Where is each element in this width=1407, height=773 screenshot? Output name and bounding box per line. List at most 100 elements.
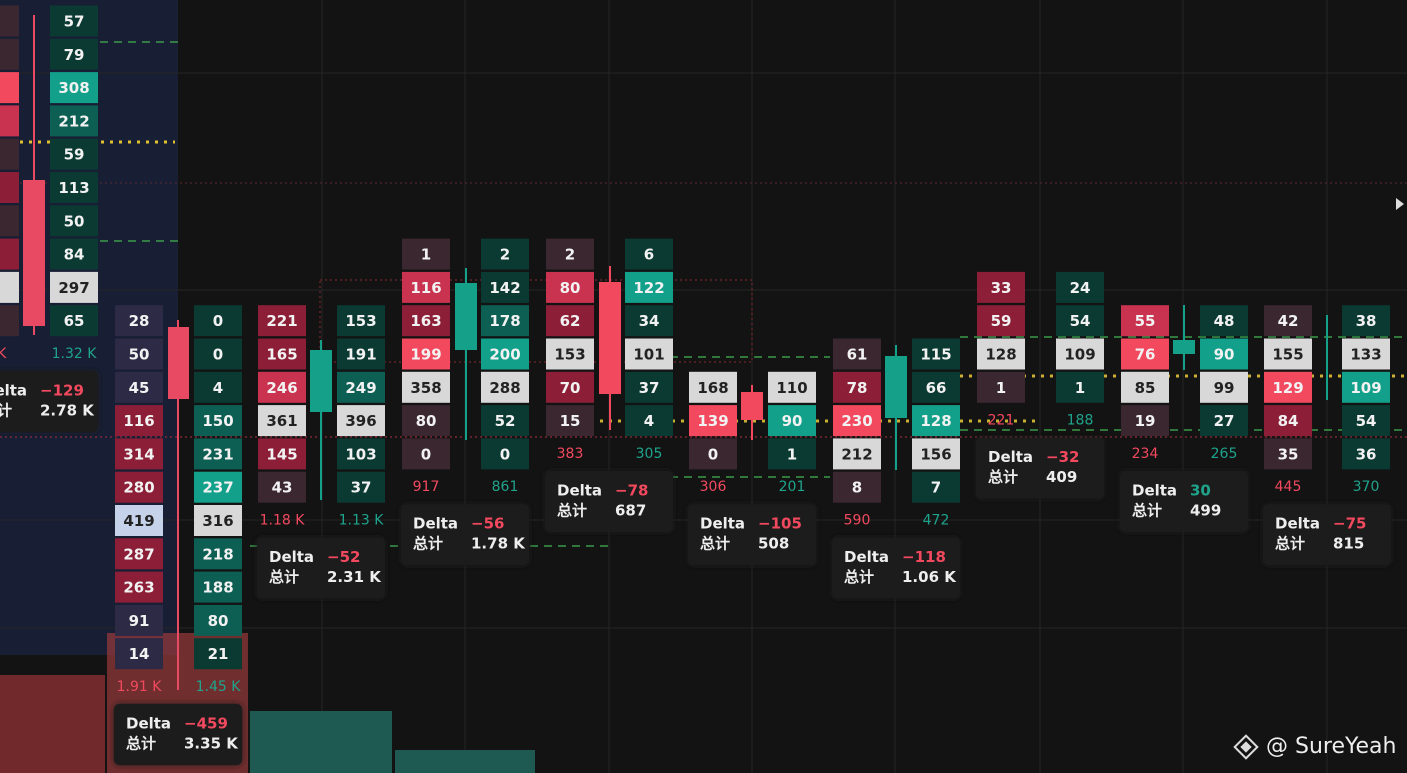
bid-volume: 199	[410, 346, 441, 364]
delta-box	[114, 704, 242, 765]
delta-value: −52	[327, 548, 360, 566]
ask-cell	[625, 405, 673, 437]
total-value: 508	[758, 535, 789, 553]
bid-total: 1.18 K	[260, 513, 306, 529]
bid-cell	[0, 105, 19, 137]
bid-cell	[977, 371, 1025, 403]
bid-volume: 168	[697, 379, 728, 397]
bid-cell	[546, 305, 594, 337]
ask-cell	[194, 604, 242, 636]
total-label: 总计	[844, 568, 874, 586]
delta-label: Delta	[844, 548, 889, 566]
ask-volume: 99	[1214, 379, 1235, 397]
delta-value: 30	[1190, 481, 1211, 499]
bid-cell	[0, 5, 19, 37]
total-value: 1.78 K	[471, 535, 526, 553]
bid-cell	[689, 438, 737, 470]
bid-cell	[0, 271, 19, 303]
ask-cell	[194, 571, 242, 603]
ask-volume: 101	[633, 346, 664, 364]
ask-volume: 7	[931, 479, 941, 497]
ask-volume: 84	[64, 246, 85, 264]
ask-volume: 52	[495, 412, 516, 430]
bid-cell	[115, 405, 163, 437]
bid-volume: 91	[129, 612, 150, 630]
ask-cell	[1342, 338, 1390, 370]
watermark: @ SureYeah	[1233, 734, 1396, 760]
bid-cell	[0, 72, 19, 104]
ask-cell	[1200, 371, 1248, 403]
delta-box	[545, 470, 673, 532]
bid-cell	[1264, 438, 1312, 470]
ask-volume: 0	[213, 346, 223, 364]
delta-label: Delta	[700, 515, 745, 533]
ask-cell	[1342, 405, 1390, 437]
ask-volume: 115	[920, 346, 951, 364]
bid-cell	[402, 338, 450, 370]
ask-total: 1.13 K	[339, 513, 385, 529]
ask-cell	[1056, 271, 1104, 303]
ask-volume: 396	[345, 412, 376, 430]
ask-volume: 37	[351, 479, 372, 497]
ask-cell	[50, 5, 98, 37]
candles	[23, 15, 1404, 690]
bid-volume: 45	[129, 379, 150, 397]
bid-volume: 139	[697, 412, 728, 430]
ask-cell	[50, 138, 98, 170]
ask-cell	[1200, 338, 1248, 370]
bid-volume: 15	[560, 412, 581, 430]
bid-volume: 42	[1278, 312, 1299, 330]
ask-volume: 109	[1350, 379, 1381, 397]
bid-cell	[833, 371, 881, 403]
ask-volume: 249	[345, 379, 376, 397]
ask-cell	[912, 471, 960, 503]
delta-box	[1263, 504, 1391, 566]
ask-cell	[625, 371, 673, 403]
bid-cell	[546, 371, 594, 403]
ask-volume: 218	[202, 545, 233, 563]
ask-cell	[625, 338, 673, 370]
delta-box	[1120, 470, 1248, 532]
ask-cell	[481, 371, 529, 403]
ask-volume: 178	[489, 312, 520, 330]
ask-volume: 0	[213, 312, 223, 330]
bid-volume: 128	[985, 346, 1016, 364]
ask-volume: 48	[1214, 312, 1235, 330]
bid-volume: 62	[560, 312, 581, 330]
bid-cell	[115, 538, 163, 570]
bid-cell	[0, 305, 19, 337]
bid-volume: 55	[1135, 312, 1156, 330]
ask-cell	[50, 305, 98, 337]
bid-total: 234	[1132, 446, 1159, 462]
ask-cell	[194, 471, 242, 503]
bid-cell	[258, 305, 306, 337]
total-value: 409	[1046, 468, 1077, 486]
bid-volume: 116	[410, 279, 441, 297]
ask-volume: 4	[213, 379, 223, 397]
ask-volume: 90	[1214, 346, 1235, 364]
ask-cell	[625, 271, 673, 303]
bid-volume: 50	[129, 346, 150, 364]
bid-volume: 221	[266, 312, 297, 330]
delta-label: Delta	[557, 481, 602, 499]
total-label: 总计	[557, 501, 587, 519]
ask-cell	[50, 238, 98, 270]
bid-total: 590	[844, 513, 871, 529]
bid-volume: 78	[847, 379, 868, 397]
delta-label: Delta	[0, 382, 27, 400]
bid-volume: 80	[560, 279, 581, 297]
ask-volume: 188	[202, 579, 233, 597]
ask-volume: 50	[64, 212, 85, 230]
ask-volume: 66	[926, 379, 947, 397]
ask-cell	[194, 338, 242, 370]
ask-cell	[1056, 305, 1104, 337]
ask-cell	[912, 338, 960, 370]
bid-cell	[402, 238, 450, 270]
ask-volume: 109	[1064, 346, 1095, 364]
ask-volume: 80	[208, 612, 229, 630]
ask-cell	[50, 205, 98, 237]
bid-total: 917	[413, 479, 440, 495]
bid-volume: 85	[1135, 379, 1156, 397]
ask-total: 472	[923, 513, 950, 529]
ask-volume: 103	[345, 445, 376, 463]
